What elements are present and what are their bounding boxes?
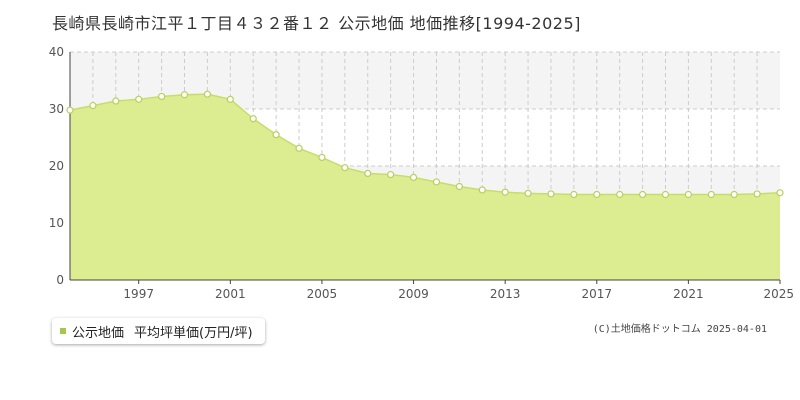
x-tick-label: 2025 xyxy=(763,287,794,301)
x-tick-label: 2013 xyxy=(490,287,521,301)
data-point xyxy=(364,169,372,178)
legend: 公示地価 平均坪単価(万円/坪) xyxy=(52,318,265,344)
data-point xyxy=(684,190,692,199)
x-tick-label: 1997 xyxy=(123,287,154,301)
data-point xyxy=(249,115,257,123)
data-point xyxy=(341,164,349,172)
data-point xyxy=(409,173,418,181)
y-tick-label: 20 xyxy=(49,159,64,173)
data-point xyxy=(661,190,670,199)
series-area xyxy=(70,94,780,281)
x-tick-label: 2009 xyxy=(398,287,429,301)
data-point xyxy=(501,188,509,196)
data-point xyxy=(570,190,578,199)
data-point xyxy=(776,189,784,197)
data-point xyxy=(593,190,601,199)
x-tick-label: 2005 xyxy=(307,287,338,301)
data-point xyxy=(455,182,463,191)
page-title: 長崎県長崎市江平１丁目４３２番１２ 公示地価 地価推移[1994-2025] xyxy=(52,14,581,33)
data-point xyxy=(112,97,120,105)
data-point xyxy=(387,170,395,179)
x-tick-label: 2001 xyxy=(215,287,246,301)
y-tick-label: 30 xyxy=(49,102,64,116)
data-point xyxy=(730,190,738,199)
data-point xyxy=(66,106,74,114)
series-line xyxy=(69,93,781,196)
data-point xyxy=(158,92,166,101)
data-point xyxy=(318,153,326,162)
legend-unit-label: 平均坪単価(万円/坪) xyxy=(134,325,253,341)
y-tick-label: 40 xyxy=(49,45,64,59)
data-point xyxy=(547,190,555,198)
data-point xyxy=(753,190,761,198)
data-point xyxy=(272,131,280,139)
data-point xyxy=(203,90,212,98)
y-tick-label: 0 xyxy=(56,273,64,287)
legend-swatch xyxy=(60,328,66,334)
data-point xyxy=(638,190,647,199)
data-point xyxy=(135,95,143,103)
data-point xyxy=(616,190,624,199)
data-point xyxy=(295,144,303,152)
data-point xyxy=(524,189,532,197)
data-point xyxy=(707,190,715,199)
credit-text: (C)土地価格ドットコム 2025-04-01 xyxy=(592,324,767,335)
legend-series-name: 公示地価 xyxy=(72,325,125,341)
x-tick-label: 2017 xyxy=(582,287,613,301)
data-point xyxy=(432,178,441,186)
data-point xyxy=(89,101,97,110)
data-point xyxy=(180,91,189,99)
data-point xyxy=(478,186,486,194)
data-point xyxy=(226,95,234,103)
x-tick-label: 2021 xyxy=(673,287,704,301)
y-tick-label: 10 xyxy=(49,216,64,230)
